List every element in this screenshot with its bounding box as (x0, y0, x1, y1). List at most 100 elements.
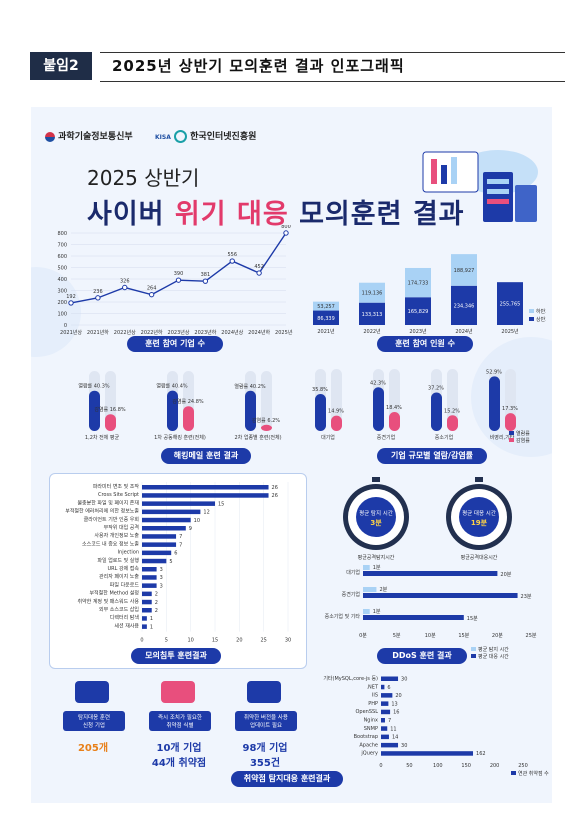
data-label: 37.2% (428, 386, 444, 392)
title-post: 모의훈련 결과 (288, 199, 465, 230)
x-tick-label: 50 (406, 763, 412, 769)
y-tick-label: Nginx (364, 718, 378, 724)
y-tick-label: 소스코드 내 중요 정보 노출 (82, 540, 139, 547)
section-intrusion: 모의침투 훈련결과 (131, 648, 221, 664)
data-point (122, 284, 128, 291)
y-tick-label: 디렉터리 탐색 (110, 614, 140, 621)
data-label: 3 (160, 575, 163, 581)
bar-infection-rate (447, 415, 458, 431)
y-tick-label: 800 (57, 231, 67, 237)
data-label: 3 (160, 583, 163, 589)
x-tick-label: 30 (285, 638, 291, 644)
bar (381, 734, 389, 740)
bar-detect (363, 565, 370, 570)
legend-label: 상반기 (536, 316, 546, 323)
legend-swatch (509, 438, 514, 442)
y-tick-label: 600 (57, 254, 67, 260)
y-tick-label: 무작위 대입 공격 (104, 524, 139, 531)
section-participants: 훈련 참여 기업 수 (127, 336, 223, 352)
bar (381, 718, 385, 723)
data-label: 53,257 (317, 304, 335, 310)
x-tick-label: 1차 공동해킹 훈련(전체) (154, 434, 206, 441)
data-label: 174,733 (408, 281, 429, 287)
data-label: 17.3% (502, 406, 518, 412)
x-tick-label: 2025년 (501, 328, 519, 335)
msit-name: 과학기술정보통신부 (58, 132, 133, 142)
stat-caption: 취약한 버전을 사용 업데이트 필요 (235, 711, 297, 731)
x-tick-label: 2022년 (363, 328, 381, 335)
msit-logo: 과학기술정보통신부 (45, 129, 133, 142)
bar-open-rate (245, 390, 256, 431)
stopwatch-inner (356, 497, 396, 537)
header-badge: 붙임2 (30, 52, 92, 80)
header-line-top (100, 52, 565, 53)
data-label: 326 (120, 279, 130, 285)
y-tick-label: 세션 재사용 (114, 622, 139, 629)
bar (142, 517, 191, 523)
bar-infection-rate (261, 424, 272, 431)
intrusion-card: 0 5 10 15 20 25 30 파라미터 변조 및 조작 26 Cross Site Scr… (49, 473, 307, 669)
bar (381, 676, 399, 681)
x-tick-label: 25분 (526, 633, 537, 639)
bar (381, 751, 474, 756)
legend-swatch (471, 654, 476, 658)
x-tick-label: 5분 (393, 633, 401, 639)
y-tick-label: 파일 업로드 및 실행 (97, 557, 139, 564)
bar (381, 693, 393, 698)
data-label: 열람률 40.3% (78, 383, 110, 390)
data-label: 26 (272, 493, 278, 499)
kisa-abbr: KISA (155, 134, 171, 141)
data-label: 18.4% (386, 405, 402, 411)
data-label: 12 (203, 510, 209, 516)
data-label: 20 (395, 693, 401, 699)
x-tick-label: 100 (433, 763, 443, 769)
bar (142, 493, 269, 498)
bar (142, 591, 152, 597)
y-tick-label: 중견기업 (342, 591, 360, 598)
header-title: 2025년 상반기 모의훈련 결과 인포그래픽 (112, 57, 405, 75)
data-label: 15분 (467, 616, 478, 622)
bar-infection-rate (105, 414, 116, 431)
bar (142, 575, 157, 580)
stat-value: 205개 (77, 743, 109, 754)
bar-infection-rate (331, 415, 342, 431)
alert-icon (161, 681, 195, 703)
data-label: 14 (392, 735, 398, 741)
legend-swatch (509, 431, 514, 435)
data-label: 1 (150, 624, 153, 630)
x-tick-label: 중소기업 (435, 434, 453, 441)
legend-swatch (511, 771, 516, 775)
y-tick-label: 취약한 계정 및 패스워드 사용 (77, 598, 139, 605)
y-tick-label: OpenSSL (356, 709, 379, 715)
stat-caption: 즉시 조치가 필요한 취약점 식별 (149, 711, 211, 731)
bar (381, 701, 389, 706)
x-tick-label: 15분 (458, 633, 469, 639)
data-label: 7 (388, 718, 391, 724)
vuln-stats: 탐지대응 훈련 신청 기업 205개 즉시 조치가 필요한 취약점 식별 10개 기업… (53, 677, 323, 772)
data-label: 1 (150, 616, 153, 622)
data-label: 16 (393, 710, 399, 716)
bar (142, 558, 167, 564)
data-label: 381 (201, 272, 211, 278)
bar-first-half (359, 302, 385, 325)
y-tick-label: PHP (368, 701, 378, 707)
chart-hacking: 열람률 40.3% 감염률 16.8% 1,2차 전체 평균 열람률 40.4% 감염률… (78, 371, 282, 441)
data-label: 35.8% (312, 387, 328, 393)
data-label: 234,346 (454, 303, 475, 309)
data-label: 감염률 16.8% (94, 406, 126, 413)
x-tick-label: 2024년하 (248, 329, 270, 335)
y-tick-label: .NET (366, 684, 378, 690)
bar-second-half (451, 254, 477, 286)
bar (142, 608, 152, 613)
bar-respond (363, 571, 498, 576)
y-tick-label: 400 (57, 277, 67, 283)
bar-second-half (405, 267, 431, 298)
bar-detect (363, 587, 377, 592)
section-hacking: 해킹메일 훈련 결과 (161, 448, 251, 464)
title-highlight: 위기 대응 (174, 199, 289, 230)
x-tick-label: 150 (461, 763, 471, 769)
x-tick-label: 0분 (359, 633, 367, 639)
bar-open-rate (89, 390, 100, 431)
data-label: 52.9% (486, 369, 502, 375)
